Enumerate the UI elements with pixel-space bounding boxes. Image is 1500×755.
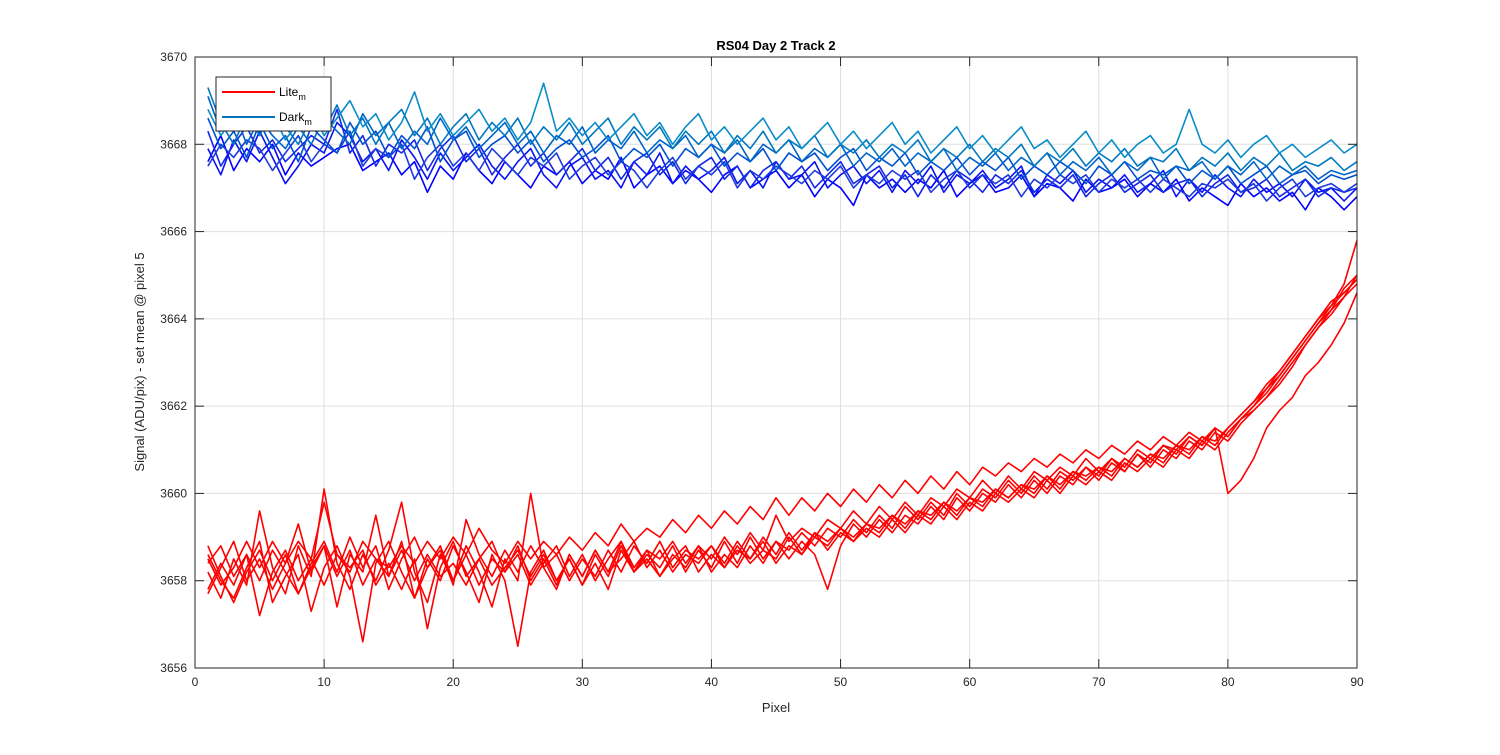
- series-line-lite-14: [207, 279, 1358, 595]
- y-tick-label: 3656: [160, 661, 187, 675]
- x-axis-label: Pixel: [762, 700, 790, 715]
- axis-ticks: 0 10 20 30 40 50 60 70 80 90 3656 3658 3660 3662 3664 3…: [160, 50, 1364, 689]
- legend-label-dark: Darkm: [279, 110, 312, 127]
- y-tick-label: 3660: [160, 486, 187, 500]
- series-line-dark-4: [207, 130, 1358, 202]
- series-line-dark-5: [207, 117, 1358, 185]
- y-tick-label: 3662: [160, 399, 187, 413]
- series-line-lite-12: [207, 279, 1358, 608]
- series-line-dark-8: [207, 82, 1358, 159]
- legend-box: [215, 76, 332, 132]
- x-tick-label: 70: [1092, 675, 1106, 689]
- y-tick-label: 3658: [160, 574, 187, 588]
- chart-title: RS04 Day 2 Track 2: [716, 38, 835, 53]
- axes-box: [194, 56, 1358, 669]
- x-tick-label: 10: [317, 675, 331, 689]
- x-tick-label: 50: [834, 675, 848, 689]
- y-axis-label: Signal (ADU/pix) - set mean @ pixel 5: [132, 252, 147, 471]
- y-tick-label: 3670: [160, 50, 187, 64]
- series-line-lite-11: [207, 274, 1358, 630]
- y-tick-label: 3668: [160, 137, 187, 151]
- x-tick-label: 0: [192, 675, 199, 689]
- series-lines: [207, 82, 1358, 648]
- x-tick-label: 40: [705, 675, 719, 689]
- x-tick-label: 80: [1221, 675, 1235, 689]
- plot-area: [195, 57, 1357, 668]
- x-tick-label: 60: [963, 675, 977, 689]
- series-line-lite-15: [207, 292, 1358, 586]
- y-tick-label: 3666: [160, 225, 187, 239]
- series-line-lite-13: [207, 283, 1358, 600]
- x-tick-label: 30: [576, 675, 590, 689]
- series-line-dark-7: [207, 87, 1358, 172]
- x-tick-label: 20: [447, 675, 461, 689]
- legend: Litem Darkm: [215, 76, 332, 132]
- legend-label-lite: Litem: [279, 85, 306, 102]
- x-tick-label: 90: [1350, 675, 1364, 689]
- series-line-lite-10: [207, 240, 1358, 648]
- y-tick-label: 3664: [160, 312, 187, 326]
